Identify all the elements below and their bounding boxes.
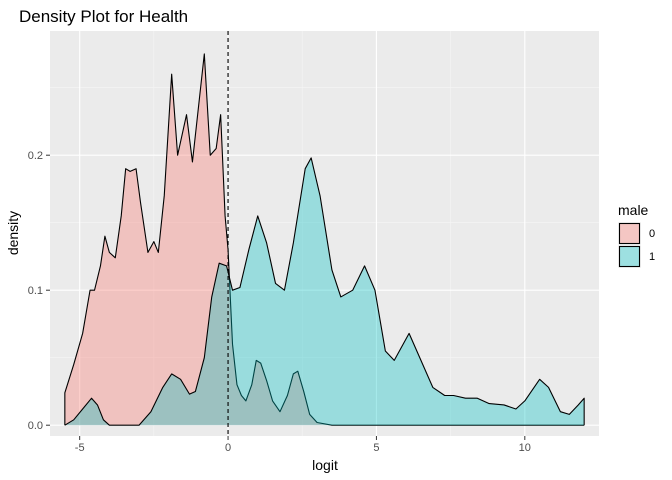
x-axis-ticks: -5 0 5 10 xyxy=(75,436,531,454)
legend-label-0: 0 xyxy=(649,228,655,240)
density-areas xyxy=(64,53,585,426)
density-area-0 xyxy=(64,53,585,426)
x-tick-label: 0 xyxy=(225,442,231,454)
y-axis-title: density xyxy=(5,211,21,255)
density-area-1 xyxy=(64,157,585,426)
y-tick-label: 0.2 xyxy=(28,150,43,162)
legend-swatch-0 xyxy=(618,222,641,245)
legend-swatch-1 xyxy=(618,245,641,268)
legend-title: male xyxy=(618,202,649,218)
density-outline-1 xyxy=(64,157,585,426)
minor-gridlines xyxy=(50,31,599,436)
legend-key-background xyxy=(618,245,641,268)
y-tick-label: 0.1 xyxy=(28,285,43,297)
legend-key-background xyxy=(618,222,641,245)
density-outline-0 xyxy=(64,53,585,426)
x-tick-label: 10 xyxy=(519,442,531,454)
x-tick-label: 5 xyxy=(373,442,379,454)
legend-label-1: 1 xyxy=(649,251,655,263)
plot-panel xyxy=(50,31,599,436)
chart-title: Density Plot for Health xyxy=(19,7,188,26)
legend: male 0 1 xyxy=(618,202,655,268)
y-axis-ticks: 0.0 0.1 0.2 xyxy=(28,150,50,432)
y-tick-label: 0.0 xyxy=(28,420,43,432)
x-axis-title: logit xyxy=(312,457,338,473)
x-tick-label: -5 xyxy=(75,442,85,454)
